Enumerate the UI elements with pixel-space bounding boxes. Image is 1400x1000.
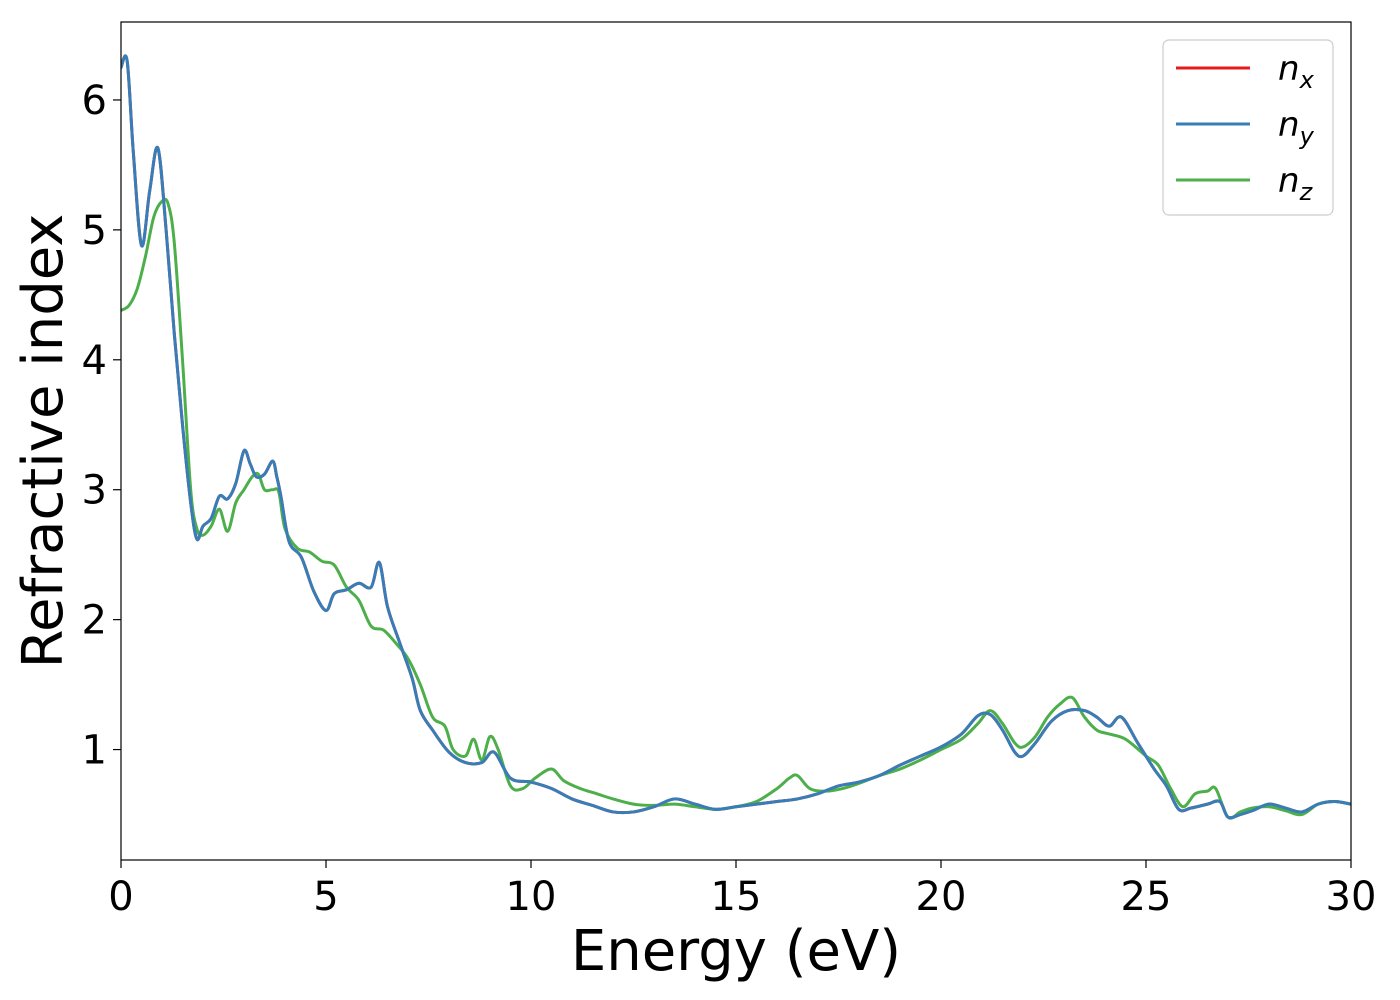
x-tick-label: 0 bbox=[108, 874, 133, 920]
legend-label-subscript: x bbox=[1299, 66, 1315, 94]
legend-label-nz: nz bbox=[1278, 161, 1314, 206]
legend-label-subscript: z bbox=[1299, 178, 1314, 206]
legend-label-subscript: y bbox=[1299, 122, 1315, 150]
x-tick-label: 10 bbox=[506, 874, 557, 920]
legend-label-base: n bbox=[1278, 105, 1300, 145]
x-tick-label: 30 bbox=[1326, 874, 1377, 920]
y-tick-label: 2 bbox=[82, 598, 107, 644]
y-tick-label: 5 bbox=[82, 208, 107, 254]
x-tick-label: 15 bbox=[711, 874, 762, 920]
legend-label-base: n bbox=[1278, 161, 1300, 201]
x-axis-ticks: 0 5 10 15 20 25 30 bbox=[108, 860, 1376, 920]
x-axis-label: Energy (eV) bbox=[571, 919, 901, 984]
x-tick-label: 20 bbox=[916, 874, 967, 920]
y-tick-label: 1 bbox=[82, 728, 107, 774]
legend-label-ny: ny bbox=[1278, 105, 1315, 150]
series-layer bbox=[121, 54, 1351, 820]
series-line-ny bbox=[121, 54, 1351, 820]
y-axis-label: Refractive index bbox=[11, 214, 76, 669]
y-axis-ticks: 1 2 3 4 5 6 bbox=[82, 78, 121, 774]
y-tick-label: 3 bbox=[82, 468, 107, 514]
y-tick-label: 6 bbox=[82, 78, 107, 124]
legend-label-nx: nx bbox=[1278, 49, 1315, 94]
legend-box bbox=[1162, 39, 1334, 216]
legend-label-base: n bbox=[1278, 49, 1300, 89]
x-tick-label: 5 bbox=[313, 874, 338, 920]
x-tick-label: 25 bbox=[1121, 874, 1172, 920]
series-line-nz bbox=[121, 197, 1351, 820]
y-tick-label: 4 bbox=[82, 338, 107, 384]
